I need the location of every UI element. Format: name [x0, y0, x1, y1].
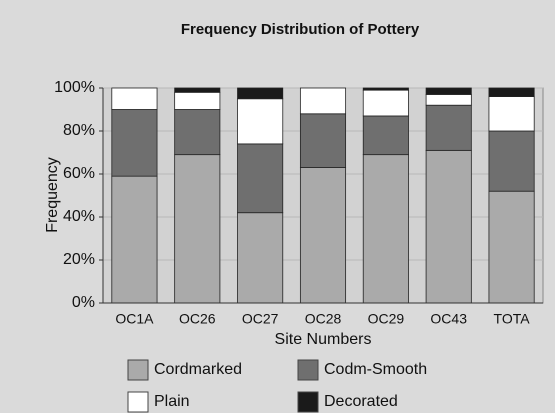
bar-segment	[111, 87, 158, 110]
y-tick-label: 100%	[54, 79, 95, 96]
bar-segment	[237, 212, 284, 304]
bar-segment	[174, 109, 221, 156]
bar-segment	[237, 98, 284, 145]
bar-segment	[425, 149, 472, 304]
bar-segment	[174, 91, 221, 110]
y-tick-label: 60%	[63, 165, 95, 182]
bar-segment	[111, 109, 158, 177]
bar-segment	[488, 130, 535, 192]
bar-segment	[237, 87, 284, 100]
x-tick-label: TOTA	[494, 311, 531, 327]
legend-swatch	[127, 391, 149, 413]
legend-label: Cordmarked	[154, 361, 242, 378]
bar-segment	[488, 96, 535, 132]
bar-segment	[174, 154, 221, 304]
bar-segment	[299, 113, 347, 168]
bar-segment	[174, 87, 221, 93]
bar-segment	[299, 87, 347, 115]
legend-label: Decorated	[324, 393, 398, 410]
legend-label: Plain	[154, 393, 190, 410]
y-tick-label: 80%	[63, 122, 95, 139]
legend-swatch	[297, 359, 319, 381]
bar-segment	[425, 87, 472, 95]
x-tick-label: OC27	[242, 311, 279, 327]
bar-segment	[362, 87, 409, 91]
x-tick-label: OC29	[368, 311, 405, 327]
x-tick-label: OC43	[430, 311, 467, 327]
bar-segment	[111, 175, 158, 304]
bar-segment	[425, 104, 472, 151]
legend-swatch	[297, 391, 319, 413]
y-tick-label: 40%	[63, 208, 95, 225]
bar-segment	[237, 143, 284, 214]
bar-segment	[488, 87, 535, 97]
x-axis-label: Site Numbers	[275, 331, 372, 348]
bar-segment	[362, 115, 409, 156]
bar-segment	[362, 89, 409, 117]
chart-title: Frequency Distribution of Pottery	[181, 21, 420, 38]
bar-segment	[299, 167, 347, 304]
legend-swatch	[127, 359, 149, 381]
y-tick-label: 0%	[72, 294, 95, 311]
x-tick-label: OC26	[179, 311, 216, 327]
y-axis-label: Frequency	[44, 157, 61, 233]
bar-segment	[488, 190, 535, 304]
x-tick-label: OC28	[305, 311, 342, 327]
y-tick-label: 20%	[63, 251, 95, 268]
bar-segment	[425, 94, 472, 106]
bar-segment	[362, 154, 409, 304]
legend-label: Codm-Smooth	[324, 361, 427, 378]
x-tick-label: OC1A	[115, 311, 154, 327]
